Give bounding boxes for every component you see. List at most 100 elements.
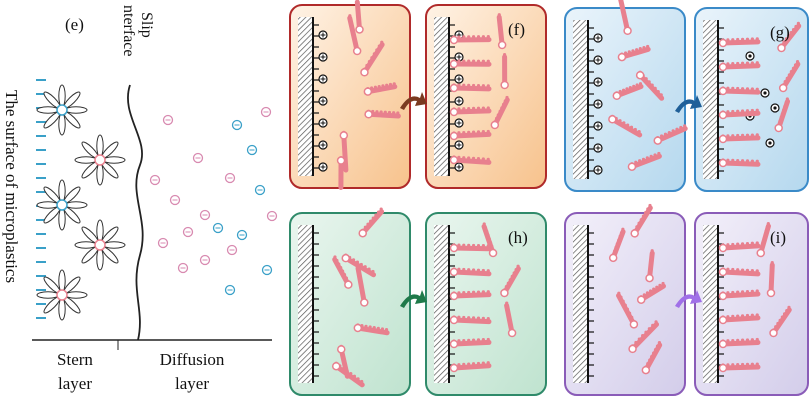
bead bbox=[622, 300, 625, 303]
surfactant-tail bbox=[454, 295, 489, 296]
surfactant-head bbox=[610, 254, 617, 261]
bead bbox=[652, 288, 655, 291]
bead bbox=[786, 97, 789, 100]
bead bbox=[794, 63, 797, 66]
bead bbox=[649, 263, 652, 266]
bead bbox=[784, 80, 787, 83]
bead bbox=[746, 269, 749, 272]
bead bbox=[482, 244, 485, 247]
bead bbox=[353, 37, 356, 40]
bead bbox=[358, 21, 361, 24]
bead bbox=[462, 244, 465, 247]
bead bbox=[339, 179, 342, 182]
bead bbox=[622, 121, 625, 124]
bead bbox=[487, 35, 490, 38]
bead bbox=[751, 242, 754, 245]
bead bbox=[370, 56, 373, 59]
bead bbox=[751, 159, 754, 162]
bead bbox=[751, 61, 754, 64]
tail bbox=[65, 202, 87, 208]
bead bbox=[503, 61, 506, 64]
bead bbox=[477, 157, 480, 160]
bead bbox=[619, 235, 622, 238]
panel-before bbox=[290, 208, 410, 395]
bead bbox=[503, 69, 506, 72]
tail bbox=[59, 270, 65, 292]
bead bbox=[655, 286, 658, 289]
bead bbox=[358, 274, 361, 277]
bead bbox=[736, 291, 739, 294]
bead bbox=[467, 107, 470, 110]
bead bbox=[736, 268, 739, 271]
bead bbox=[342, 367, 345, 370]
tail bbox=[37, 202, 59, 208]
slip-plane bbox=[128, 85, 143, 340]
bead bbox=[736, 315, 739, 318]
panel-e: (e) Slip nterface The surface of micropl… bbox=[2, 5, 277, 393]
bead bbox=[731, 87, 734, 90]
bead bbox=[760, 245, 763, 248]
bead bbox=[731, 243, 734, 246]
surfactant-head bbox=[509, 330, 516, 337]
bead bbox=[618, 119, 621, 122]
bead bbox=[362, 293, 365, 296]
bead bbox=[741, 314, 744, 317]
bead bbox=[502, 103, 505, 106]
bead bbox=[736, 110, 739, 113]
bead bbox=[484, 226, 487, 229]
bead bbox=[746, 363, 749, 366]
bead bbox=[648, 327, 651, 330]
bead bbox=[642, 158, 645, 161]
bead bbox=[467, 84, 470, 87]
panel-before bbox=[565, 204, 685, 395]
bead bbox=[756, 133, 759, 136]
tail bbox=[59, 298, 65, 320]
bead bbox=[746, 242, 749, 245]
bead bbox=[472, 84, 475, 87]
panel-after: (g) bbox=[695, 8, 808, 191]
bead bbox=[339, 167, 342, 170]
bead bbox=[751, 109, 754, 112]
panel-after: (h) bbox=[426, 213, 546, 395]
bead bbox=[498, 110, 501, 113]
bead bbox=[506, 305, 509, 308]
bead bbox=[477, 362, 480, 365]
bead bbox=[477, 269, 480, 272]
bead bbox=[790, 70, 793, 73]
surfactant-head bbox=[491, 122, 498, 129]
head bbox=[57, 105, 67, 115]
bead bbox=[472, 268, 475, 271]
surfactant-head bbox=[354, 324, 361, 331]
bead bbox=[746, 134, 749, 137]
surfactant-head bbox=[451, 269, 458, 276]
bead bbox=[343, 140, 346, 143]
bead bbox=[625, 87, 628, 90]
bead bbox=[646, 291, 649, 294]
bead bbox=[751, 338, 754, 341]
bead bbox=[648, 359, 651, 362]
bead bbox=[650, 155, 653, 158]
bead bbox=[780, 116, 783, 119]
bead bbox=[774, 325, 777, 328]
bead bbox=[343, 150, 346, 153]
bead bbox=[503, 65, 506, 68]
surfactant-head bbox=[720, 160, 727, 167]
bead bbox=[658, 341, 661, 344]
surfactant-tail bbox=[454, 88, 489, 89]
bead bbox=[482, 84, 485, 87]
bead bbox=[779, 319, 782, 322]
bead bbox=[505, 96, 508, 99]
bead bbox=[741, 363, 744, 366]
bead bbox=[736, 62, 739, 65]
bead bbox=[360, 380, 363, 383]
surfactant-head bbox=[720, 365, 727, 372]
bead bbox=[364, 325, 367, 328]
bead bbox=[770, 284, 773, 287]
bead bbox=[482, 290, 485, 293]
bead bbox=[646, 156, 649, 159]
bead bbox=[648, 270, 651, 273]
bead bbox=[746, 61, 749, 64]
bead bbox=[649, 260, 652, 263]
diffusion-label: layer bbox=[175, 374, 209, 393]
bead bbox=[482, 362, 485, 365]
